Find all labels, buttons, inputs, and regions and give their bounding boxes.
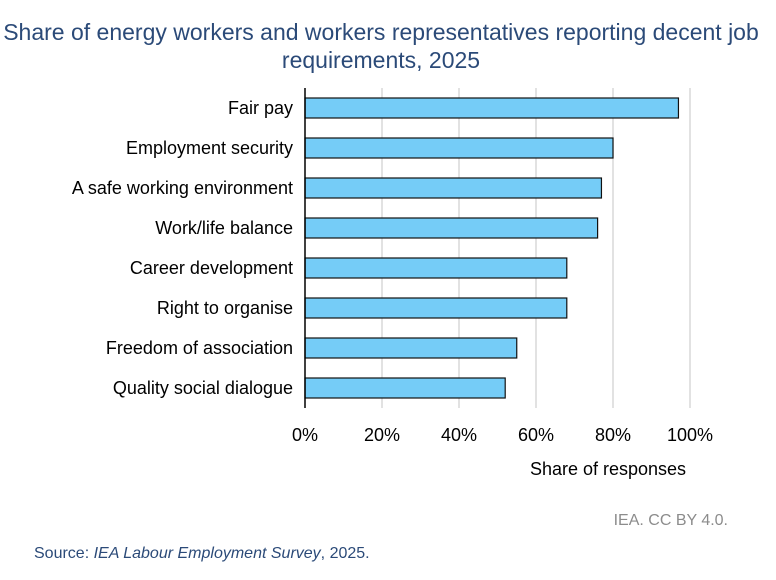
x-tick-label: 100% <box>667 425 713 445</box>
credit-note: IEA. CC BY 4.0. <box>613 512 728 529</box>
bar-a-safe-working-environment <box>304 177 603 199</box>
gridlines <box>381 88 691 408</box>
source-note: Source: IEA Labour Employment Survey, 20… <box>34 545 370 563</box>
category-label: Right to organise <box>157 298 293 318</box>
category-labels: Fair pay Employment security A safe workin… <box>72 98 293 398</box>
source-suffix: , 2025. <box>320 545 370 562</box>
chart-title: Share of energy workers and workers repr… <box>3 19 759 73</box>
bar-work-life-balance <box>304 217 599 239</box>
x-tick-label: 20% <box>364 425 400 445</box>
category-label: Career development <box>130 258 293 278</box>
bar-fair-pay <box>304 97 680 119</box>
bar-employment-security <box>304 137 614 159</box>
category-label: Freedom of association <box>106 338 293 358</box>
x-axis-title: Share of responses <box>530 459 686 479</box>
category-label: Fair pay <box>228 98 293 118</box>
source-prefix: Source: <box>34 545 94 562</box>
category-label: Quality social dialogue <box>113 378 293 398</box>
category-label: Work/life balance <box>155 218 293 238</box>
bars <box>304 97 680 399</box>
bar-quality-social-dialogue <box>304 377 506 399</box>
x-tick-label: 40% <box>441 425 477 445</box>
x-tick-label: 0% <box>292 425 318 445</box>
category-label: Employment security <box>126 138 293 158</box>
bar-right-to-organise <box>304 297 568 319</box>
bar-career-development <box>304 257 568 279</box>
x-tick-labels: 0% 20% 40% 60% 80% 100% <box>292 425 713 445</box>
x-tick-label: 80% <box>595 425 631 445</box>
bar-chart: Fair pay Employment security A safe workin… <box>72 88 713 479</box>
bar-freedom-of-association <box>304 337 518 359</box>
category-label: A safe working environment <box>72 178 293 198</box>
x-tick-label: 60% <box>518 425 554 445</box>
source-name: IEA Labour Employment Survey <box>93 545 321 562</box>
